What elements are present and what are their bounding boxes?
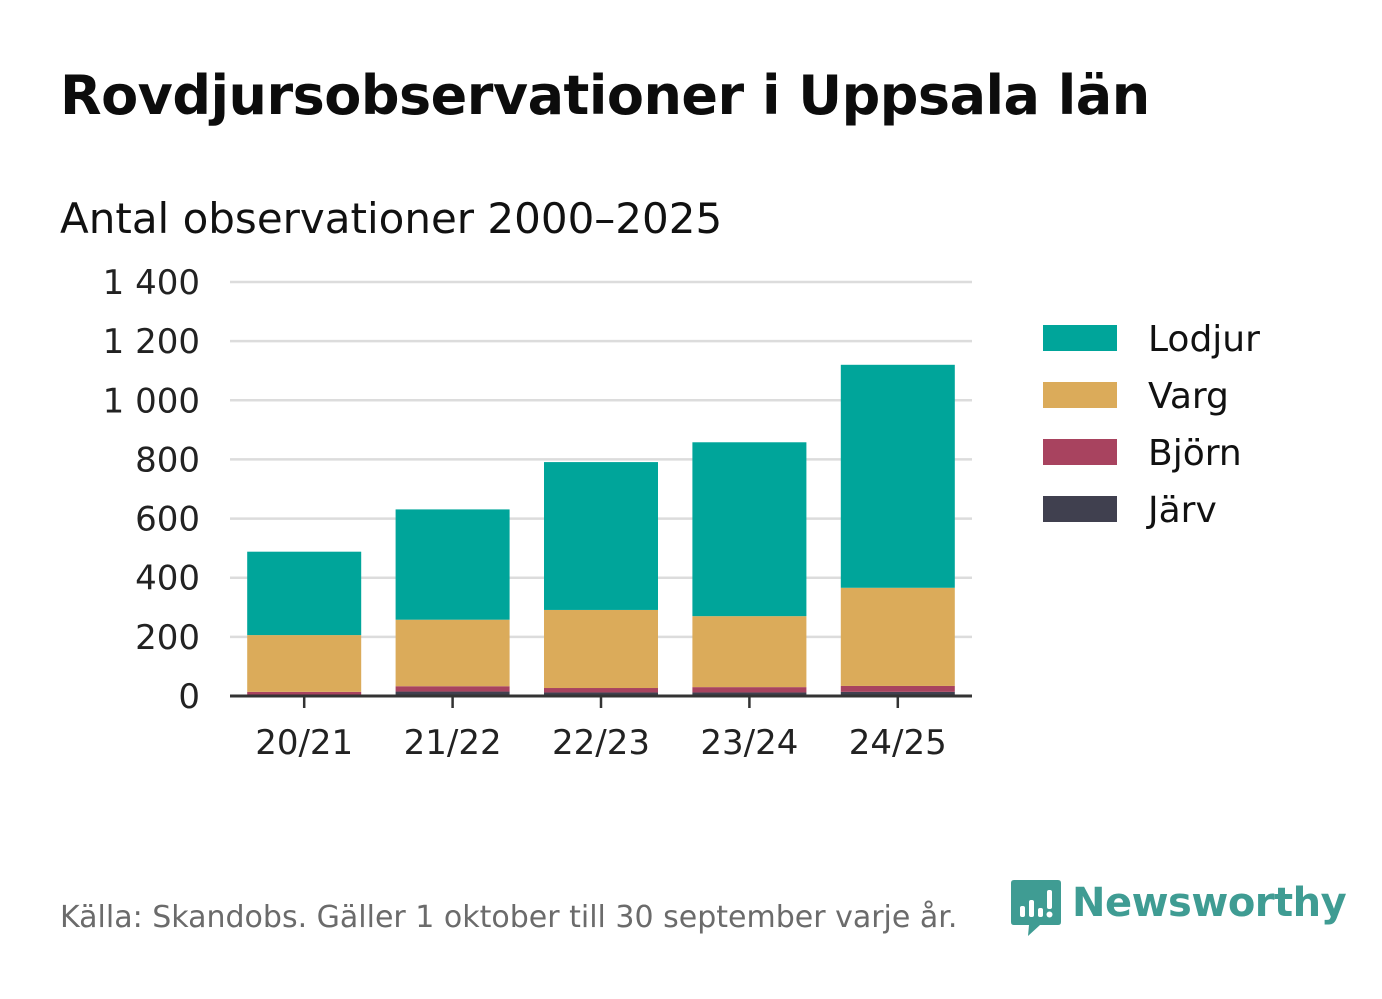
bar-björn-24-25 — [840, 685, 955, 692]
bars — [247, 364, 955, 696]
legend-label-järv: Järv — [1146, 490, 1217, 531]
x-tick-label-24-25: 24/25 — [849, 723, 947, 763]
bar-lodjur-23-24 — [692, 442, 807, 617]
bar-lodjur-24-25 — [840, 364, 955, 588]
x-axis-ticks: 20/21 21/22 22/23 23/24 24/25 — [255, 723, 947, 763]
bar-varg-24-25 — [840, 587, 955, 686]
y-tick-label-1200: 1 200 — [103, 322, 200, 362]
chart-title: Rovdjursobservationer i Uppsala län — [60, 64, 1150, 127]
x-tick-label-21-22: 21/22 — [404, 723, 502, 763]
legend-label-varg: Varg — [1148, 376, 1229, 417]
y-tick-label-400: 400 — [135, 559, 200, 599]
y-tick-label-1400: 1 400 — [103, 263, 200, 303]
legend-swatch-lodjur — [1043, 325, 1117, 351]
y-axis-ticks: 0 200 400 600 800 1 000 1 200 1 400 — [103, 263, 200, 717]
bar-järv-21-22 — [395, 691, 510, 696]
newsworthy-logo-icon — [1011, 880, 1061, 936]
bar-varg-20-21 — [247, 635, 362, 692]
bar-björn-21-22 — [395, 686, 510, 692]
bar-lodjur-20-21 — [247, 551, 362, 636]
brand-logo[interactable]: Newsworthy — [1010, 878, 1347, 938]
legend-label-lodjur: Lodjur — [1148, 319, 1260, 360]
bar-lodjur-21-22 — [395, 509, 510, 620]
x-tick-label-23-24: 23/24 — [700, 723, 798, 763]
y-tick-label-1000: 1 000 — [103, 381, 200, 421]
legend-label-björn: Björn — [1148, 433, 1242, 474]
legend-swatch-varg — [1043, 382, 1117, 408]
y-tick-label-200: 200 — [135, 618, 200, 658]
bar-varg-22-23 — [544, 609, 658, 689]
bar-björn-22-23 — [544, 688, 658, 693]
y-tick-label-0: 0 — [178, 677, 200, 717]
legend: Lodjur Varg Björn Järv — [1043, 319, 1260, 531]
bar-järv-23-24 — [692, 692, 807, 696]
bar-lodjur-22-23 — [544, 462, 658, 610]
chart-subtitle: Antal observationer 2000–2025 — [60, 194, 723, 243]
x-tick-label-20-21: 20/21 — [255, 723, 353, 763]
y-tick-label-600: 600 — [135, 500, 200, 540]
bar-varg-23-24 — [692, 616, 807, 688]
bar-järv-22-23 — [544, 692, 658, 696]
x-axis — [230, 694, 972, 708]
bar-björn-23-24 — [692, 687, 807, 693]
bar-varg-21-22 — [395, 619, 510, 687]
bar-björn-20-21 — [247, 691, 362, 695]
bar-järv-24-25 — [840, 691, 955, 696]
legend-swatch-björn — [1043, 439, 1117, 465]
y-tick-label-800: 800 — [135, 440, 200, 480]
source-note: Källa: Skandobs. Gäller 1 oktober till 3… — [60, 900, 958, 935]
x-tick-label-22-23: 22/23 — [552, 723, 650, 763]
legend-swatch-järv — [1043, 496, 1117, 522]
brand-name: Newsworthy — [1072, 880, 1347, 926]
